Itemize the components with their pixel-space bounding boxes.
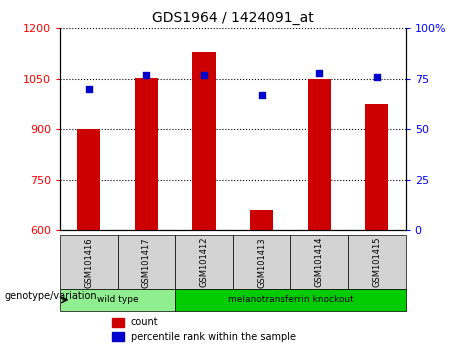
Text: GSM101414: GSM101414	[315, 237, 324, 287]
Bar	[193, 52, 216, 230]
Text: GSM101416: GSM101416	[84, 237, 93, 287]
Bar	[250, 210, 273, 230]
Title: GDS1964 / 1424091_at: GDS1964 / 1424091_at	[152, 11, 313, 24]
Bar	[60, 235, 118, 289]
Bar	[365, 104, 388, 230]
Bar	[112, 318, 124, 327]
Text: melanotransferrin knockout: melanotransferrin knockout	[228, 295, 353, 304]
Text: wild type: wild type	[97, 295, 138, 304]
Text: GSM101413: GSM101413	[257, 237, 266, 287]
Bar	[290, 235, 348, 289]
Bar	[175, 289, 406, 310]
Bar	[118, 235, 175, 289]
Point	[200, 72, 207, 78]
Point	[142, 72, 150, 78]
Bar	[348, 235, 406, 289]
Point	[373, 74, 381, 80]
Bar	[77, 129, 100, 230]
Text: percentile rank within the sample: percentile rank within the sample	[131, 332, 296, 342]
Text: GSM101417: GSM101417	[142, 237, 151, 287]
Bar	[233, 235, 290, 289]
Point	[258, 92, 266, 98]
Bar	[112, 332, 124, 342]
Point	[85, 86, 92, 92]
Point	[315, 70, 323, 75]
Bar	[135, 78, 158, 230]
Text: GSM101412: GSM101412	[200, 237, 208, 287]
Bar	[60, 289, 175, 310]
Text: genotype/variation: genotype/variation	[5, 291, 97, 301]
Bar	[308, 79, 331, 230]
Bar	[175, 235, 233, 289]
Text: count: count	[131, 318, 159, 327]
Text: GSM101415: GSM101415	[372, 237, 381, 287]
